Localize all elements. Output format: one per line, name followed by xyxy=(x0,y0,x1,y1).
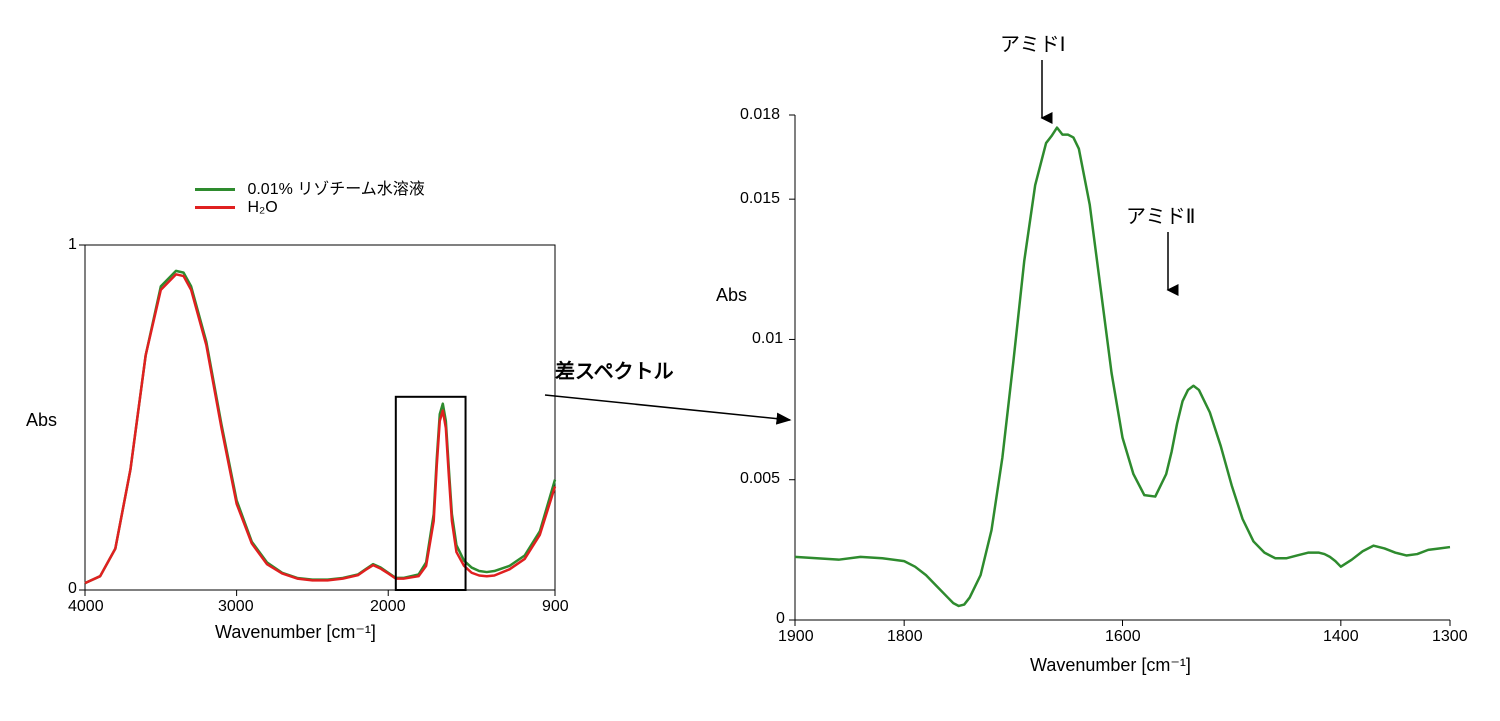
right-xtick-1800: 1800 xyxy=(887,628,923,646)
right-xlabel: Wavenumber [cm⁻¹] xyxy=(1030,655,1191,676)
right-ytick-015: 0.015 xyxy=(740,190,780,208)
right-xtick-1600: 1600 xyxy=(1105,628,1141,646)
right-ytick-01: 0.01 xyxy=(752,330,783,348)
right-xtick-1400: 1400 xyxy=(1323,628,1359,646)
right-xtick-1300: 1300 xyxy=(1432,628,1468,646)
right-ytick-018: 0.018 xyxy=(740,106,780,124)
right-ytick-0: 0 xyxy=(776,610,785,628)
right-chart xyxy=(795,115,1450,620)
figure-container: 0.01% リゾチーム水溶液 H₂O Abs 4000 3000 2000 90… xyxy=(0,0,1500,721)
right-ytick-005: 0.005 xyxy=(740,470,780,488)
right-ylabel: Abs xyxy=(716,285,747,306)
right-xtick-1900: 1900 xyxy=(778,628,814,646)
